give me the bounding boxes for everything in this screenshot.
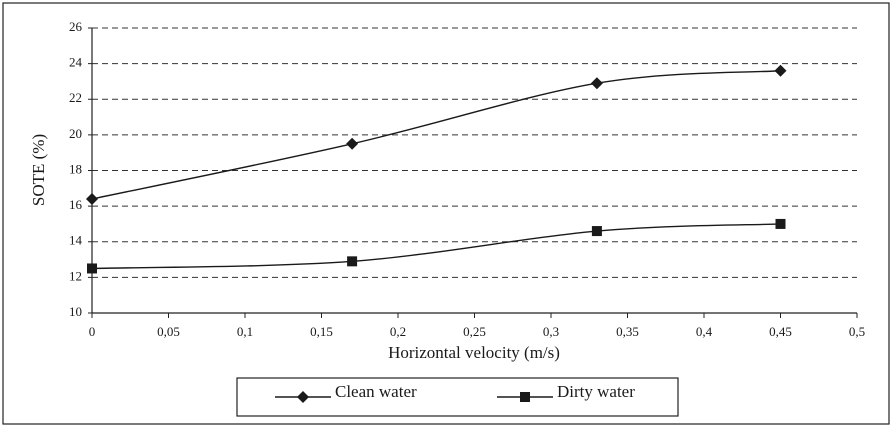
legend-text: Clean water (335, 382, 417, 401)
y-tick-label: 16 (69, 197, 83, 212)
x-tick-label: 0,35 (616, 324, 639, 339)
x-tick-label: 0,1 (237, 324, 253, 339)
x-tick-label: 0,4 (696, 324, 713, 339)
y-tick-label: 20 (69, 126, 82, 141)
marker (297, 391, 309, 403)
y-tick-label: 18 (69, 161, 82, 176)
y-tick-label: 12 (69, 268, 82, 283)
legend-box (236, 377, 679, 417)
marker (520, 392, 530, 402)
marker (86, 193, 98, 205)
marker (590, 77, 603, 90)
y-tick-label: 10 (69, 304, 82, 319)
x-tick-label: 0,25 (463, 324, 486, 339)
y-tick-label: 22 (69, 90, 82, 105)
y-tick-label: 24 (69, 55, 83, 70)
x-tick-label: 0 (89, 324, 96, 339)
marker (346, 137, 359, 150)
series-line (91, 223, 781, 270)
x-axis-title: Horizontal velocity (m/s) (388, 343, 560, 362)
marker (591, 226, 602, 237)
x-tick-label: 0,05 (157, 324, 180, 339)
x-tick-label: 0,5 (849, 324, 865, 339)
marker (774, 64, 787, 77)
y-tick-label: 26 (69, 19, 83, 34)
series-line (91, 70, 781, 200)
x-tick-label: 0,2 (390, 324, 406, 339)
x-tick-label: 0,3 (543, 324, 559, 339)
marker (347, 256, 358, 267)
x-tick-label: 0,45 (769, 324, 792, 339)
marker (775, 218, 786, 229)
marker (87, 263, 97, 274)
y-axis-title: SOTE (%) (29, 134, 48, 206)
x-tick-label: 0,15 (310, 324, 333, 339)
y-tick-label: 14 (69, 233, 83, 248)
legend-text: Dirty water (557, 382, 635, 401)
